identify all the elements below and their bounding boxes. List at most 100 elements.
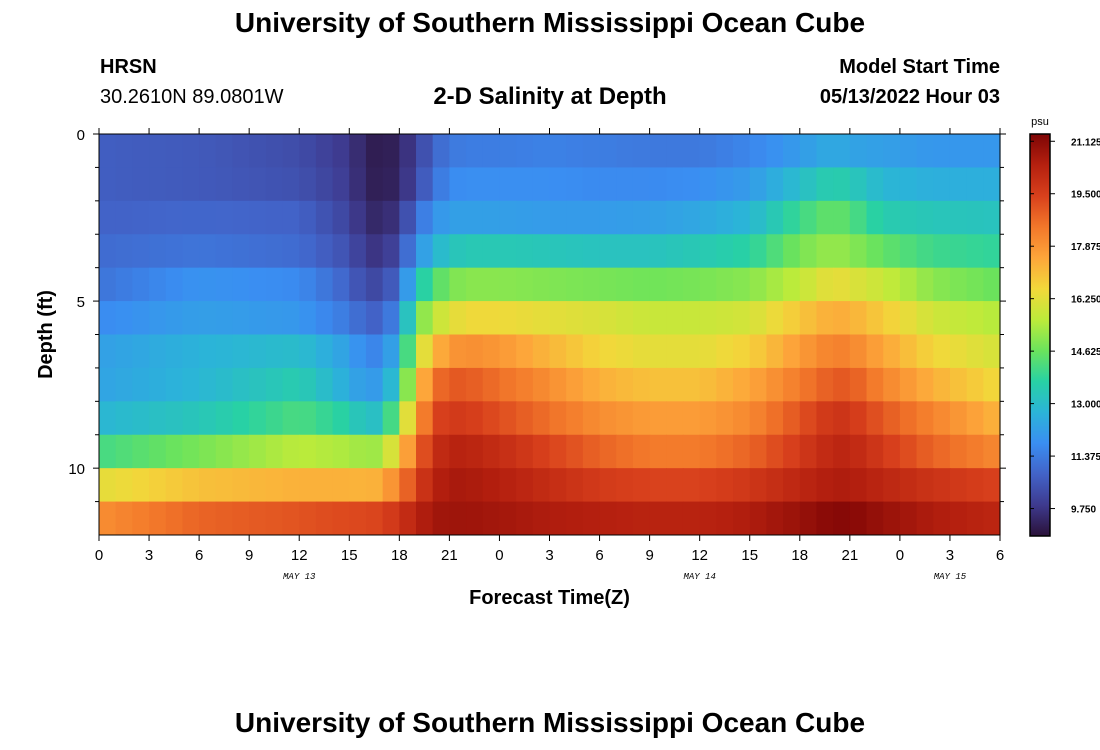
- colorbar-tick-label: 14.625: [1071, 347, 1100, 358]
- x-tick-label: 15: [741, 547, 758, 564]
- heatmap-cell: [616, 301, 634, 335]
- heatmap-cell: [365, 134, 384, 168]
- heatmap-cell: [749, 134, 768, 168]
- heatmap-cell: [215, 434, 234, 469]
- heatmap-cell: [966, 134, 984, 168]
- heatmap-cell: [315, 434, 334, 469]
- x-tick-label: 6: [595, 547, 603, 564]
- heatmap-cell: [883, 234, 901, 269]
- heatmap-cell: [899, 468, 918, 502]
- heatmap-cell: [733, 167, 751, 202]
- heatmap-cell: [282, 401, 300, 436]
- heatmap-cell: [599, 334, 617, 369]
- heatmap-cell: [866, 434, 884, 469]
- heatmap-cell: [766, 468, 784, 502]
- heatmap-cell: [816, 367, 834, 402]
- heatmap-cell: [632, 234, 651, 269]
- heatmap-cell: [265, 301, 284, 335]
- heatmap-cell: [199, 501, 217, 536]
- heatmap-cells: [99, 134, 1001, 536]
- heatmap-cell: [849, 167, 868, 202]
- heatmap-cell: [299, 234, 317, 269]
- heatmap-cell: [799, 401, 818, 436]
- heatmap-cell: [315, 167, 334, 202]
- heatmap-cell: [916, 167, 934, 202]
- heatmap-cell: [599, 401, 617, 436]
- heatmap-cell: [733, 434, 751, 469]
- heatmap-cell: [199, 434, 217, 469]
- heatmap-cell: [649, 301, 667, 335]
- heatmap-cell: [182, 167, 200, 202]
- heatmap-cell: [182, 401, 200, 436]
- heatmap-cell: [949, 267, 968, 302]
- heatmap-cell: [582, 468, 601, 502]
- heatmap-cell: [249, 267, 267, 302]
- heatmap-cell: [482, 401, 501, 436]
- heatmap-cell: [365, 401, 384, 436]
- heatmap-cell: [165, 301, 184, 335]
- heatmap-cell: [416, 401, 434, 436]
- heatmap-cell: [966, 367, 984, 402]
- heatmap-cell: [132, 167, 150, 202]
- heatmap-cell: [866, 301, 884, 335]
- heatmap-cell: [716, 267, 734, 302]
- heatmap-cell: [799, 234, 818, 269]
- heatmap-cell: [165, 134, 184, 168]
- heatmap-cell: [632, 301, 651, 335]
- heatmap-cell: [866, 401, 884, 436]
- heatmap-cell: [666, 200, 684, 235]
- heatmap-cell: [432, 301, 450, 335]
- heatmap-cell: [215, 234, 234, 269]
- heatmap-cell: [916, 401, 934, 436]
- heatmap-cell: [115, 501, 133, 536]
- heatmap-cell: [899, 334, 918, 369]
- heatmap-cell: [532, 200, 551, 235]
- heatmap-cell: [632, 267, 651, 302]
- heatmap-cell: [382, 334, 400, 369]
- heatmap-cell: [899, 134, 918, 168]
- heatmap-cell: [449, 468, 467, 502]
- heatmap-cell: [716, 234, 734, 269]
- heatmap-cell: [382, 167, 400, 202]
- heatmap-cell: [249, 367, 267, 402]
- date-label: MAY 15: [934, 572, 967, 582]
- heatmap-cell: [215, 267, 234, 302]
- heatmap-cell: [666, 367, 684, 402]
- heatmap-cell: [949, 134, 968, 168]
- heatmap-cell: [983, 434, 1001, 469]
- heatmap-cell: [649, 334, 667, 369]
- heatmap-cell: [349, 468, 367, 502]
- heatmap-cell: [766, 267, 784, 302]
- heatmap-cell: [332, 501, 350, 536]
- heatmap-cell: [499, 134, 517, 168]
- x-tick-label: 3: [946, 547, 954, 564]
- heatmap-cell: [899, 234, 918, 269]
- heatmap-cell: [566, 468, 584, 502]
- heatmap-cell: [616, 167, 634, 202]
- heatmap-cell: [315, 267, 334, 302]
- heatmap-cell: [516, 301, 534, 335]
- heatmap-cell: [766, 367, 784, 402]
- heatmap-cell: [599, 267, 617, 302]
- heatmap-cell: [132, 234, 150, 269]
- heatmap-cell: [766, 200, 784, 235]
- heatmap-cell: [849, 401, 868, 436]
- x-tick-label: 3: [545, 547, 553, 564]
- heatmap-cell: [232, 234, 250, 269]
- heatmap-cell: [933, 367, 951, 402]
- heatmap-cell: [416, 167, 434, 202]
- heatmap-cell: [449, 234, 467, 269]
- heatmap-cell: [616, 134, 634, 168]
- heatmap-cell: [365, 468, 384, 502]
- heatmap-cell: [332, 200, 350, 235]
- heatmap-cell: [983, 334, 1001, 369]
- heatmap-cell: [466, 434, 484, 469]
- heatmap-cell: [282, 267, 300, 302]
- heatmap-cell: [549, 200, 567, 235]
- y-tick-label: 10: [68, 461, 85, 478]
- heatmap-cell: [516, 401, 534, 436]
- heatmap-cell: [249, 200, 267, 235]
- heatmap-cell: [799, 334, 818, 369]
- heatmap-cell: [265, 200, 284, 235]
- heatmap-cell: [532, 134, 551, 168]
